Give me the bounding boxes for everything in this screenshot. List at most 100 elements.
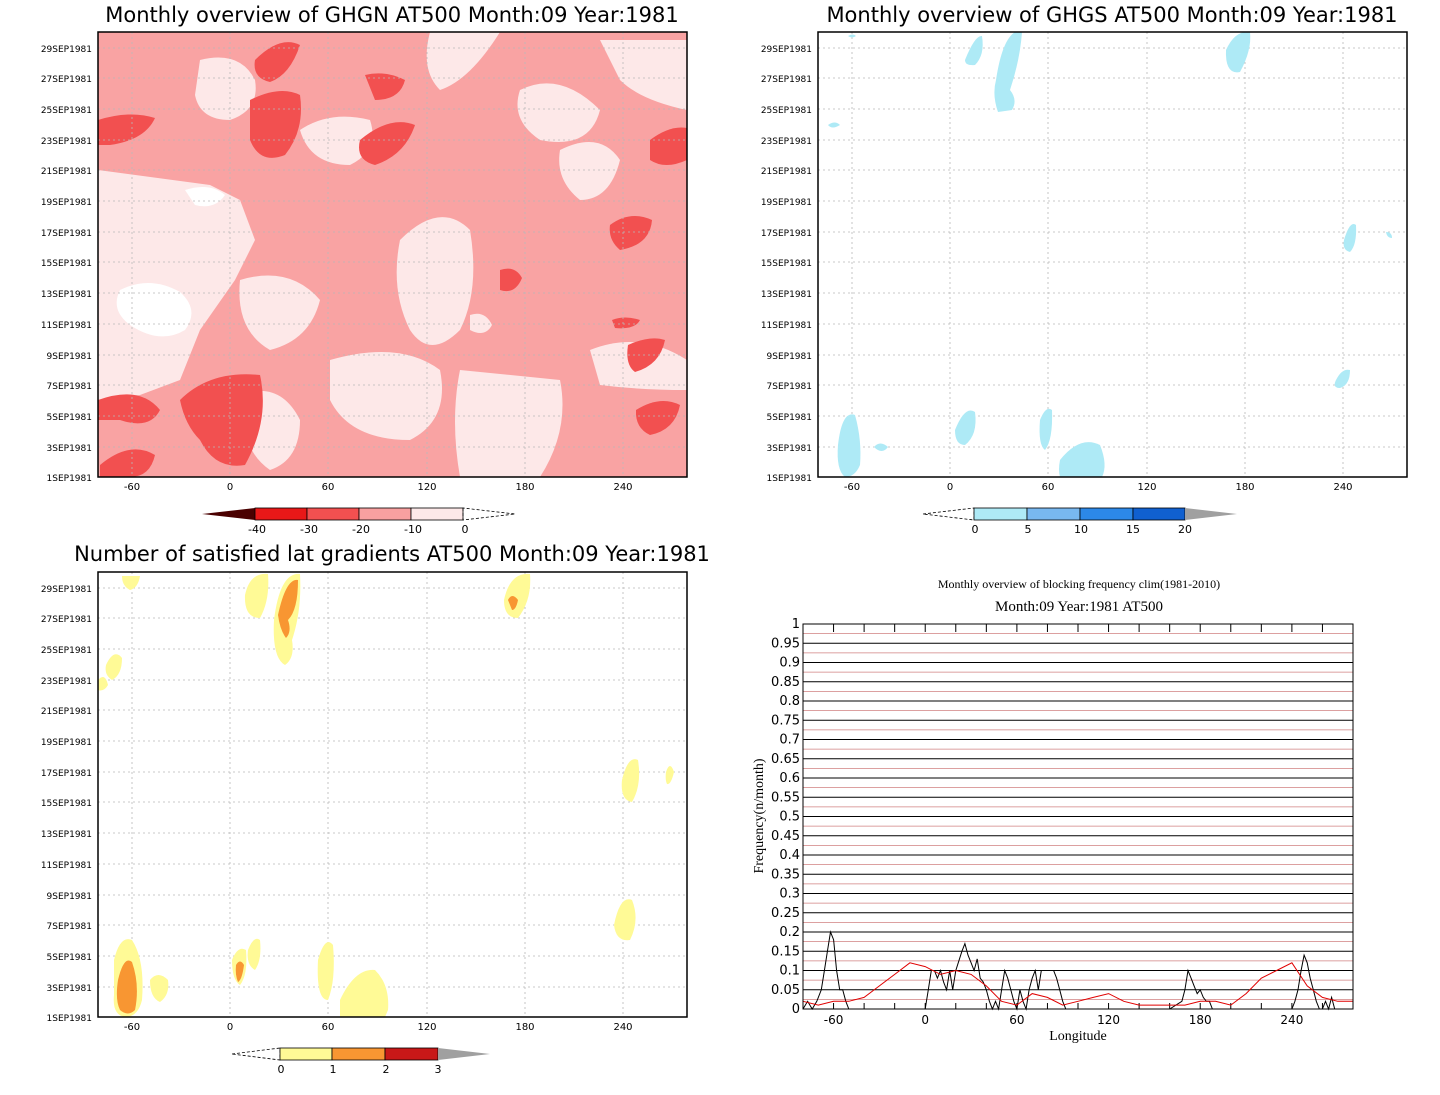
ghgs-x-ticks: -60 0 60 120 180 240 (844, 482, 1353, 493)
latgrad-y-tick: 11SEP1981 (41, 861, 92, 871)
latgrad-y-tick: 7SEP1981 (47, 922, 92, 932)
blocking-subtitle: Month:09 Year:1981 AT500 (995, 599, 1163, 615)
ghgs-y-tick: 1SEP1981 (767, 474, 812, 484)
ghgs-colorbar-label: 15 (1126, 523, 1140, 536)
ghgn-colorbar: -40 -30 -20 -10 0 (202, 507, 516, 536)
ghgs-y-tick: 21SEP1981 (761, 167, 812, 177)
ghgs-title: Monthly overview of GHGS AT500 Month:09 … (826, 3, 1397, 27)
blocking-y-tick: 1 (792, 617, 800, 632)
ghgn-y-tick: 9SEP1981 (47, 352, 92, 362)
ghgn-colorbar-swatch (358, 507, 412, 521)
blocking-y-tick: 0.95 (771, 636, 800, 651)
ghgs-colorbar-swatch (1132, 507, 1186, 521)
ghgs-chart: Monthly overview of GHGS AT500 Month:09 … (761, 3, 1408, 536)
ghgs-plot-frame (817, 31, 1408, 478)
latgrad-colorbar-arrow-high (438, 1048, 490, 1060)
ghgn-y-tick: 29SEP1981 (41, 45, 92, 55)
ghgs-y-ticks: 1SEP1981 3SEP1981 5SEP1981 7SEP1981 9SEP… (761, 45, 812, 484)
latgrad-y-tick: 3SEP1981 (47, 984, 92, 994)
ghgs-y-tick: 11SEP1981 (761, 321, 812, 331)
ghgn-y-tick: 1SEP1981 (47, 474, 92, 484)
ghgs-colorbar-swatch (1079, 507, 1134, 521)
blocking-y-ticks: 0 0.05 0.1 0.15 0.2 0.25 0.3 0.35 0.4 0.45 0.5 0.55… (771, 617, 800, 1017)
ghgn-x-tick: 240 (613, 482, 632, 493)
latgrad-colorbar-label: 1 (330, 1063, 337, 1076)
latgrad-colorbar-label: 2 (383, 1063, 390, 1076)
latgrad-plot-frame (97, 571, 688, 1018)
ghgn-y-tick: 27SEP1981 (41, 75, 92, 85)
ghgn-colorbar-arrow-high (462, 507, 516, 521)
ghgn-plot-frame (97, 31, 688, 478)
latgrad-y-tick: 27SEP1981 (41, 615, 92, 625)
ghgs-x-tick: -60 (844, 482, 860, 493)
ghgs-x-tick: 120 (1137, 482, 1156, 493)
blocking-y-tick: 0.4 (779, 848, 800, 863)
ghgs-y-tick: 19SEP1981 (761, 198, 812, 208)
ghgs-y-tick: 3SEP1981 (767, 444, 812, 454)
latgrad-y-tick: 19SEP1981 (41, 738, 92, 748)
blocking-y-tick: 0.5 (779, 810, 800, 825)
ghgs-gridlines (818, 32, 1407, 477)
ghgs-x-tick: 60 (1042, 482, 1055, 493)
blocking-gridlines (803, 623, 1353, 1010)
latgrad-y-tick: 15SEP1981 (41, 799, 92, 809)
ghgn-x-tick: 60 (322, 482, 335, 493)
blocking-y-tick: 0.25 (771, 906, 800, 921)
ghgn-colorbar-swatch (306, 507, 360, 521)
blocking-y-tick: 0.6 (779, 771, 800, 786)
ghgn-y-tick: 7SEP1981 (47, 382, 92, 392)
ghgn-y-tick: 15SEP1981 (41, 259, 92, 269)
ghgs-x-tick: 240 (1333, 482, 1352, 493)
latgrad-panel: Number of satisfied lat gradients AT500 … (0, 540, 720, 1091)
ghgn-colorbar-label: -20 (352, 523, 370, 536)
ghgn-panel: Monthly overview of GHGN AT500 Month:09 … (0, 0, 720, 545)
latgrad-y-tick: 13SEP1981 (41, 830, 92, 840)
blocking-y-tick: 0 (792, 1002, 800, 1017)
latgrad-y-tick: 17SEP1981 (41, 769, 92, 779)
blocking-x-ticks: -60 0 60 120 180 240 (824, 1013, 1304, 1027)
blocking-y-tick: 0.9 (779, 656, 800, 671)
blocking-chart: Monthly overview of blocking frequency c… (752, 577, 1354, 1044)
ghgs-colorbar-label: 20 (1178, 523, 1192, 536)
ghgn-gridlines (98, 32, 687, 477)
blocking-y-tick: 0.3 (779, 887, 800, 902)
latgrad-field (98, 573, 674, 1017)
ghgs-x-tick: 180 (1235, 482, 1254, 493)
ghgn-y-tick: 17SEP1981 (41, 229, 92, 239)
latgrad-y-tick: 5SEP1981 (47, 953, 92, 963)
ghgn-x-tick: 0 (227, 482, 233, 493)
blocking-y-tick: 0.7 (779, 733, 800, 748)
ghgs-x-tick: 0 (947, 482, 953, 493)
blocking-y-tick: 0.75 (771, 713, 800, 728)
latgrad-colorbar-swatch (384, 1047, 439, 1061)
ghgs-colorbar-arrow-low (922, 507, 975, 521)
ghgs-colorbar-label: 5 (1025, 523, 1032, 536)
ghgs-y-tick: 15SEP1981 (761, 259, 812, 269)
blocking-x-tick: 120 (1097, 1013, 1120, 1027)
latgrad-x-tick: 240 (613, 1022, 632, 1033)
blocking-ylabel: Frequency(n/month) (752, 758, 767, 873)
ghgs-plot-bg (818, 32, 1407, 477)
latgrad-colorbar-label: 0 (278, 1063, 285, 1076)
ghgn-colorbar-swatch (410, 507, 464, 521)
blocking-panel: Monthly overview of blocking frequency c… (720, 560, 1440, 1091)
latgrad-colorbar-swatch (331, 1047, 386, 1061)
blocking-y-tick: 0.2 (779, 925, 800, 940)
ghgn-y-tick: 25SEP1981 (41, 106, 92, 116)
ghgs-y-tick: 29SEP1981 (761, 45, 812, 55)
latgrad-y-tick: 9SEP1981 (47, 892, 92, 902)
ghgn-colorbar-arrow-low (202, 508, 255, 520)
latgrad-colorbar: 0 1 2 3 (231, 1047, 490, 1076)
blocking-xlabel: Longitude (1049, 1029, 1107, 1044)
latgrad-x-tick: 120 (417, 1022, 436, 1033)
latgrad-y-tick: 29SEP1981 (41, 585, 92, 595)
ghgs-colorbar-label: 0 (972, 523, 979, 536)
latgrad-colorbar-arrow-low (231, 1047, 281, 1061)
blocking-y-tick: 0.65 (771, 752, 800, 767)
ghgs-colorbar: 0 5 10 15 20 (922, 507, 1237, 536)
ghgn-y-tick: 13SEP1981 (41, 290, 92, 300)
ghgn-y-tick: 11SEP1981 (41, 321, 92, 331)
blocking-y-tick: 0.8 (779, 694, 800, 709)
ghgn-chart: Monthly overview of GHGN AT500 Month:09 … (41, 3, 688, 536)
ghgn-colorbar-label: -10 (404, 523, 422, 536)
